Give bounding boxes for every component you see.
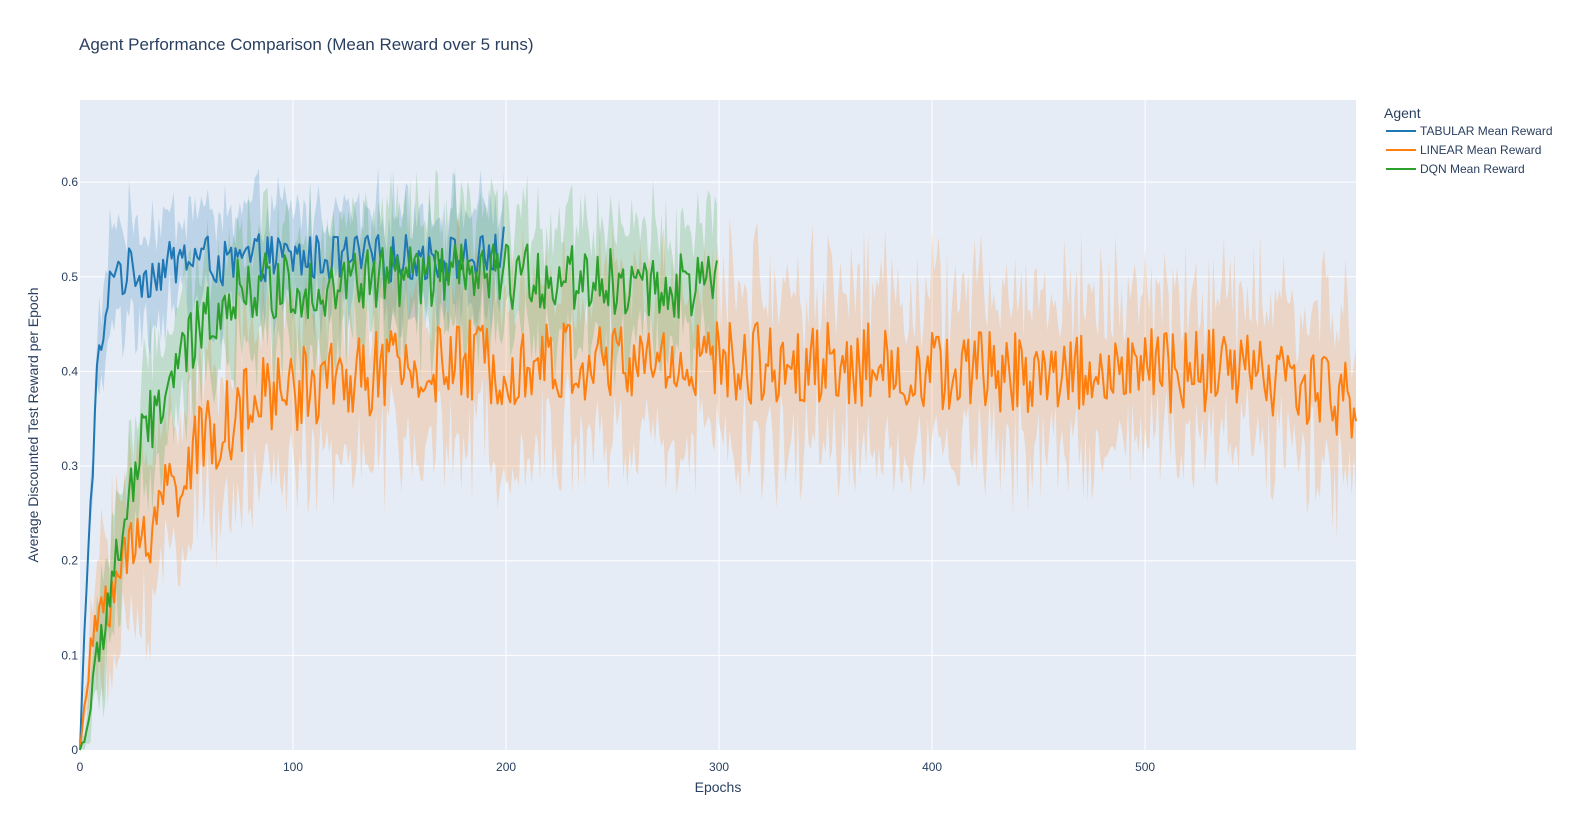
- chart-title: Agent Performance Comparison (Mean Rewar…: [79, 35, 533, 54]
- y-tick-label: 0.5: [61, 270, 78, 284]
- series-line-2[interactable]: [79, 243, 718, 751]
- range-band-0: [80, 167, 504, 750]
- y-tick-label: 0.6: [61, 175, 78, 189]
- y-tick-label: 0.4: [61, 364, 78, 378]
- legend-title: Agent: [1384, 105, 1421, 121]
- x-tick-label: 400: [922, 760, 942, 774]
- y-tick-label: 0: [71, 743, 78, 757]
- range-bands: [80, 166, 1356, 751]
- y-tick-labels: 0 0.1 0.2 0.3 0.4 0.5 0.6: [61, 175, 78, 757]
- series-line-0[interactable]: [79, 226, 505, 751]
- y-axis-title: Average Discounted Test Reward per Epoch: [25, 288, 41, 563]
- x-axis-title: Epochs: [695, 779, 742, 795]
- x-tick-label: 300: [709, 760, 729, 774]
- legend-item-label[interactable]: LINEAR Mean Reward: [1420, 143, 1541, 157]
- legend[interactable]: Agent TABULAR Mean Reward LINEAR Mean Rew…: [1384, 105, 1553, 176]
- legend-item-label[interactable]: DQN Mean Reward: [1420, 162, 1525, 176]
- range-band-2: [80, 166, 717, 750]
- x-tick-label: 200: [496, 760, 516, 774]
- x-tick-label: 0: [77, 760, 84, 774]
- range-band-1: [80, 216, 1356, 751]
- series-line-1[interactable]: [79, 319, 1357, 751]
- y-tick-label: 0.1: [61, 648, 78, 662]
- y-tick-label: 0.3: [61, 459, 78, 473]
- series-lines: [79, 226, 1357, 751]
- legend-item-label[interactable]: TABULAR Mean Reward: [1420, 124, 1553, 138]
- x-tick-label: 500: [1135, 760, 1155, 774]
- x-tick-labels: 0 100 200 300 400 500: [77, 760, 1156, 774]
- x-tick-label: 100: [283, 760, 303, 774]
- y-tick-label: 0.2: [61, 554, 78, 568]
